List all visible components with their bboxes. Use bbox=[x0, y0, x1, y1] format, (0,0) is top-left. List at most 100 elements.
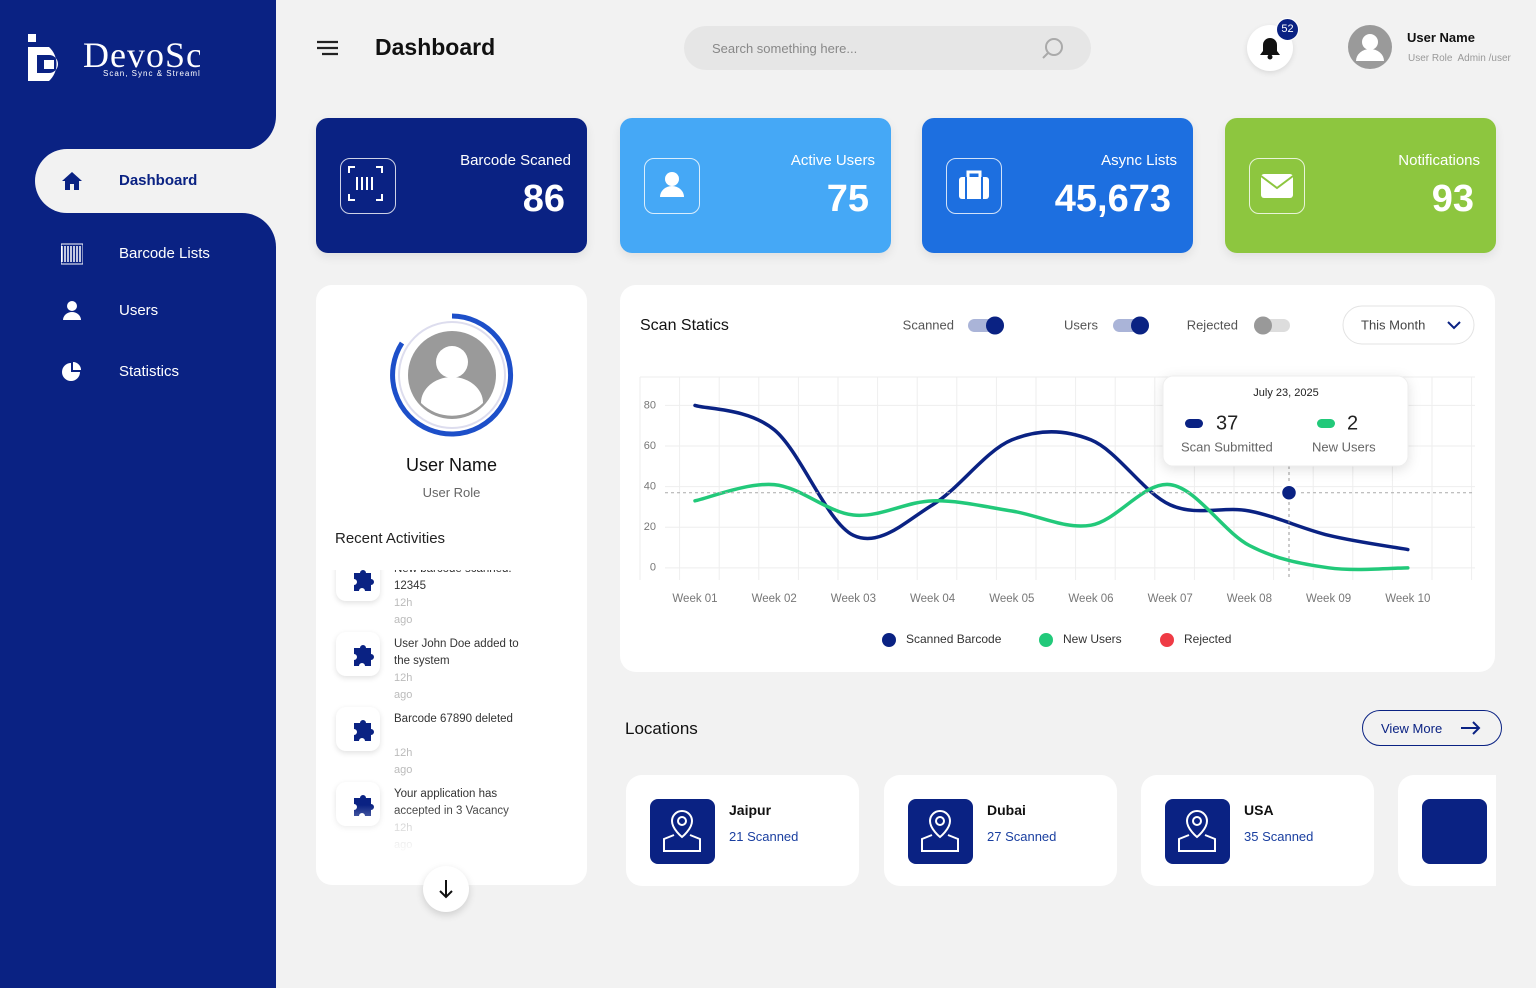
dropdown-label: This Month bbox=[1361, 317, 1425, 332]
location-card[interactable]: Dubai 27 Scanned bbox=[884, 775, 1117, 886]
x-tick-label: Week 08 bbox=[1227, 593, 1272, 605]
x-tick-label: Week 10 bbox=[1385, 593, 1430, 605]
activity-text: Barcode 67890 deleted bbox=[394, 713, 513, 725]
legend-label: New Users bbox=[1063, 632, 1122, 646]
profile-name: User Name bbox=[405, 455, 498, 475]
tooltip-date: July 23, 2025 bbox=[1253, 387, 1318, 399]
tooltip: July 23, 2025 37 Scan Submitted 2 New Users bbox=[1162, 375, 1409, 467]
location-city: Jaipur bbox=[729, 802, 772, 818]
nav-item[interactable]: Dashboard bbox=[119, 172, 198, 189]
chart: Scan Statics Scanned Users Rejected This Mon… bbox=[639, 305, 1475, 647]
stat-label: Barcode Scaned bbox=[460, 152, 571, 169]
x-tick-label: Week 03 bbox=[831, 593, 876, 605]
icon bbox=[61, 300, 83, 327]
icon bbox=[61, 361, 83, 388]
icon-shape bbox=[660, 172, 684, 197]
tooltip-label: Scan Submitted bbox=[1181, 439, 1273, 454]
legend-label: Scanned Barcode bbox=[906, 632, 1002, 646]
icon-shape bbox=[62, 362, 81, 381]
bell-icon bbox=[1260, 38, 1280, 60]
icon bbox=[340, 158, 396, 214]
user-role-text: User Role bbox=[1408, 53, 1453, 64]
icon bbox=[336, 570, 380, 601]
toggle[interactable] bbox=[968, 316, 1004, 335]
icon-shape bbox=[62, 172, 82, 190]
page-title: Dashboard bbox=[375, 34, 496, 60]
view-more-label: View More bbox=[1381, 721, 1443, 736]
curve-bg bbox=[200, 213, 276, 283]
icon bbox=[336, 707, 380, 751]
icon bbox=[650, 799, 715, 864]
profile-avatar bbox=[390, 313, 513, 437]
stat-label: Active Users bbox=[790, 152, 875, 169]
location-card-partial bbox=[1398, 775, 1496, 886]
period-dropdown[interactable]: This Month bbox=[1342, 305, 1475, 345]
tooltip-value: 37 bbox=[1216, 412, 1238, 434]
activity-text: User John Doe added to the system bbox=[394, 638, 519, 667]
user-avatar[interactable] bbox=[1348, 25, 1392, 69]
icon-shape bbox=[348, 166, 383, 201]
nav-item[interactable]: Users bbox=[119, 302, 159, 319]
location-city: USA bbox=[1244, 802, 1274, 818]
icon bbox=[60, 243, 84, 270]
legend-dot bbox=[1039, 633, 1053, 647]
view-more-button[interactable]: View More bbox=[1362, 710, 1502, 746]
toggle-label: Users bbox=[1064, 317, 1098, 332]
x-tick-label: Week 05 bbox=[989, 593, 1034, 605]
scroll-down-button[interactable] bbox=[423, 866, 469, 912]
stat-value: 45,673 bbox=[1054, 178, 1171, 220]
user-role: User Role Admin /user bbox=[1408, 53, 1511, 64]
arrow-icon bbox=[1461, 721, 1481, 735]
activity-text: New barcode scanned: 12345 bbox=[394, 570, 512, 592]
legend-label: Rejected bbox=[1184, 632, 1231, 646]
nav-item[interactable]: Barcode Lists bbox=[119, 245, 210, 262]
icon-shape bbox=[663, 809, 701, 852]
location-count: 21 Scanned bbox=[729, 829, 799, 844]
chart-card: Scan Statics Scanned Users Rejected This Mon… bbox=[620, 285, 1495, 672]
icon-shape bbox=[1260, 174, 1294, 198]
stat-value: 75 bbox=[826, 178, 869, 220]
tooltip-key bbox=[1185, 419, 1203, 428]
y-tick-label: 60 bbox=[644, 440, 656, 452]
tooltip-point bbox=[1279, 483, 1299, 502]
activity-time: 12h ago bbox=[394, 672, 413, 701]
stat-value: 93 bbox=[1431, 178, 1474, 220]
legend-dot bbox=[882, 633, 896, 647]
location-count: 35 Scanned bbox=[1244, 829, 1314, 844]
tooltip-value: 2 bbox=[1347, 412, 1358, 434]
series-line bbox=[693, 403, 1410, 552]
icon bbox=[1249, 158, 1305, 214]
toggle[interactable] bbox=[1254, 316, 1290, 335]
nav-item[interactable]: Statistics bbox=[119, 363, 180, 380]
icon bbox=[946, 158, 1002, 214]
y-tick-label: 0 bbox=[650, 562, 656, 574]
icon-shape bbox=[959, 170, 989, 199]
location-card[interactable]: Jaipur 21 Scanned bbox=[626, 775, 859, 886]
y-tick-label: 80 bbox=[644, 399, 656, 411]
menu-icon[interactable] bbox=[316, 40, 340, 56]
notification-badge: 52 bbox=[1276, 18, 1299, 41]
logo bbox=[28, 34, 58, 81]
search-icon bbox=[1042, 38, 1063, 59]
location-card[interactable]: USA 35 Scanned bbox=[1141, 775, 1374, 886]
stat-value: 86 bbox=[522, 178, 565, 220]
brand-tagline: Scan, Sync & Streamline bbox=[103, 69, 215, 78]
icon-shape bbox=[60, 243, 84, 265]
toggle[interactable] bbox=[1113, 316, 1149, 335]
icon bbox=[908, 799, 973, 864]
chart-title: Scan Statics bbox=[640, 317, 729, 334]
locations-title: Locations bbox=[625, 719, 698, 738]
dropdown-box bbox=[1342, 305, 1475, 345]
icon-shape bbox=[354, 570, 374, 591]
toggle-knob bbox=[1254, 316, 1272, 335]
search-bar[interactable]: Search something here... bbox=[684, 26, 1091, 70]
icon bbox=[1165, 799, 1230, 864]
x-tick-label: Week 02 bbox=[752, 593, 797, 605]
x-tick-label: Week 04 bbox=[910, 593, 956, 605]
icon-shape bbox=[63, 301, 81, 320]
curve-bg bbox=[200, 0, 276, 150]
series-line bbox=[693, 482, 1410, 572]
x-tick-label: Week 07 bbox=[1148, 593, 1193, 605]
stat-card: Barcode Scaned 86 bbox=[316, 118, 587, 253]
icon-shape bbox=[354, 720, 374, 741]
